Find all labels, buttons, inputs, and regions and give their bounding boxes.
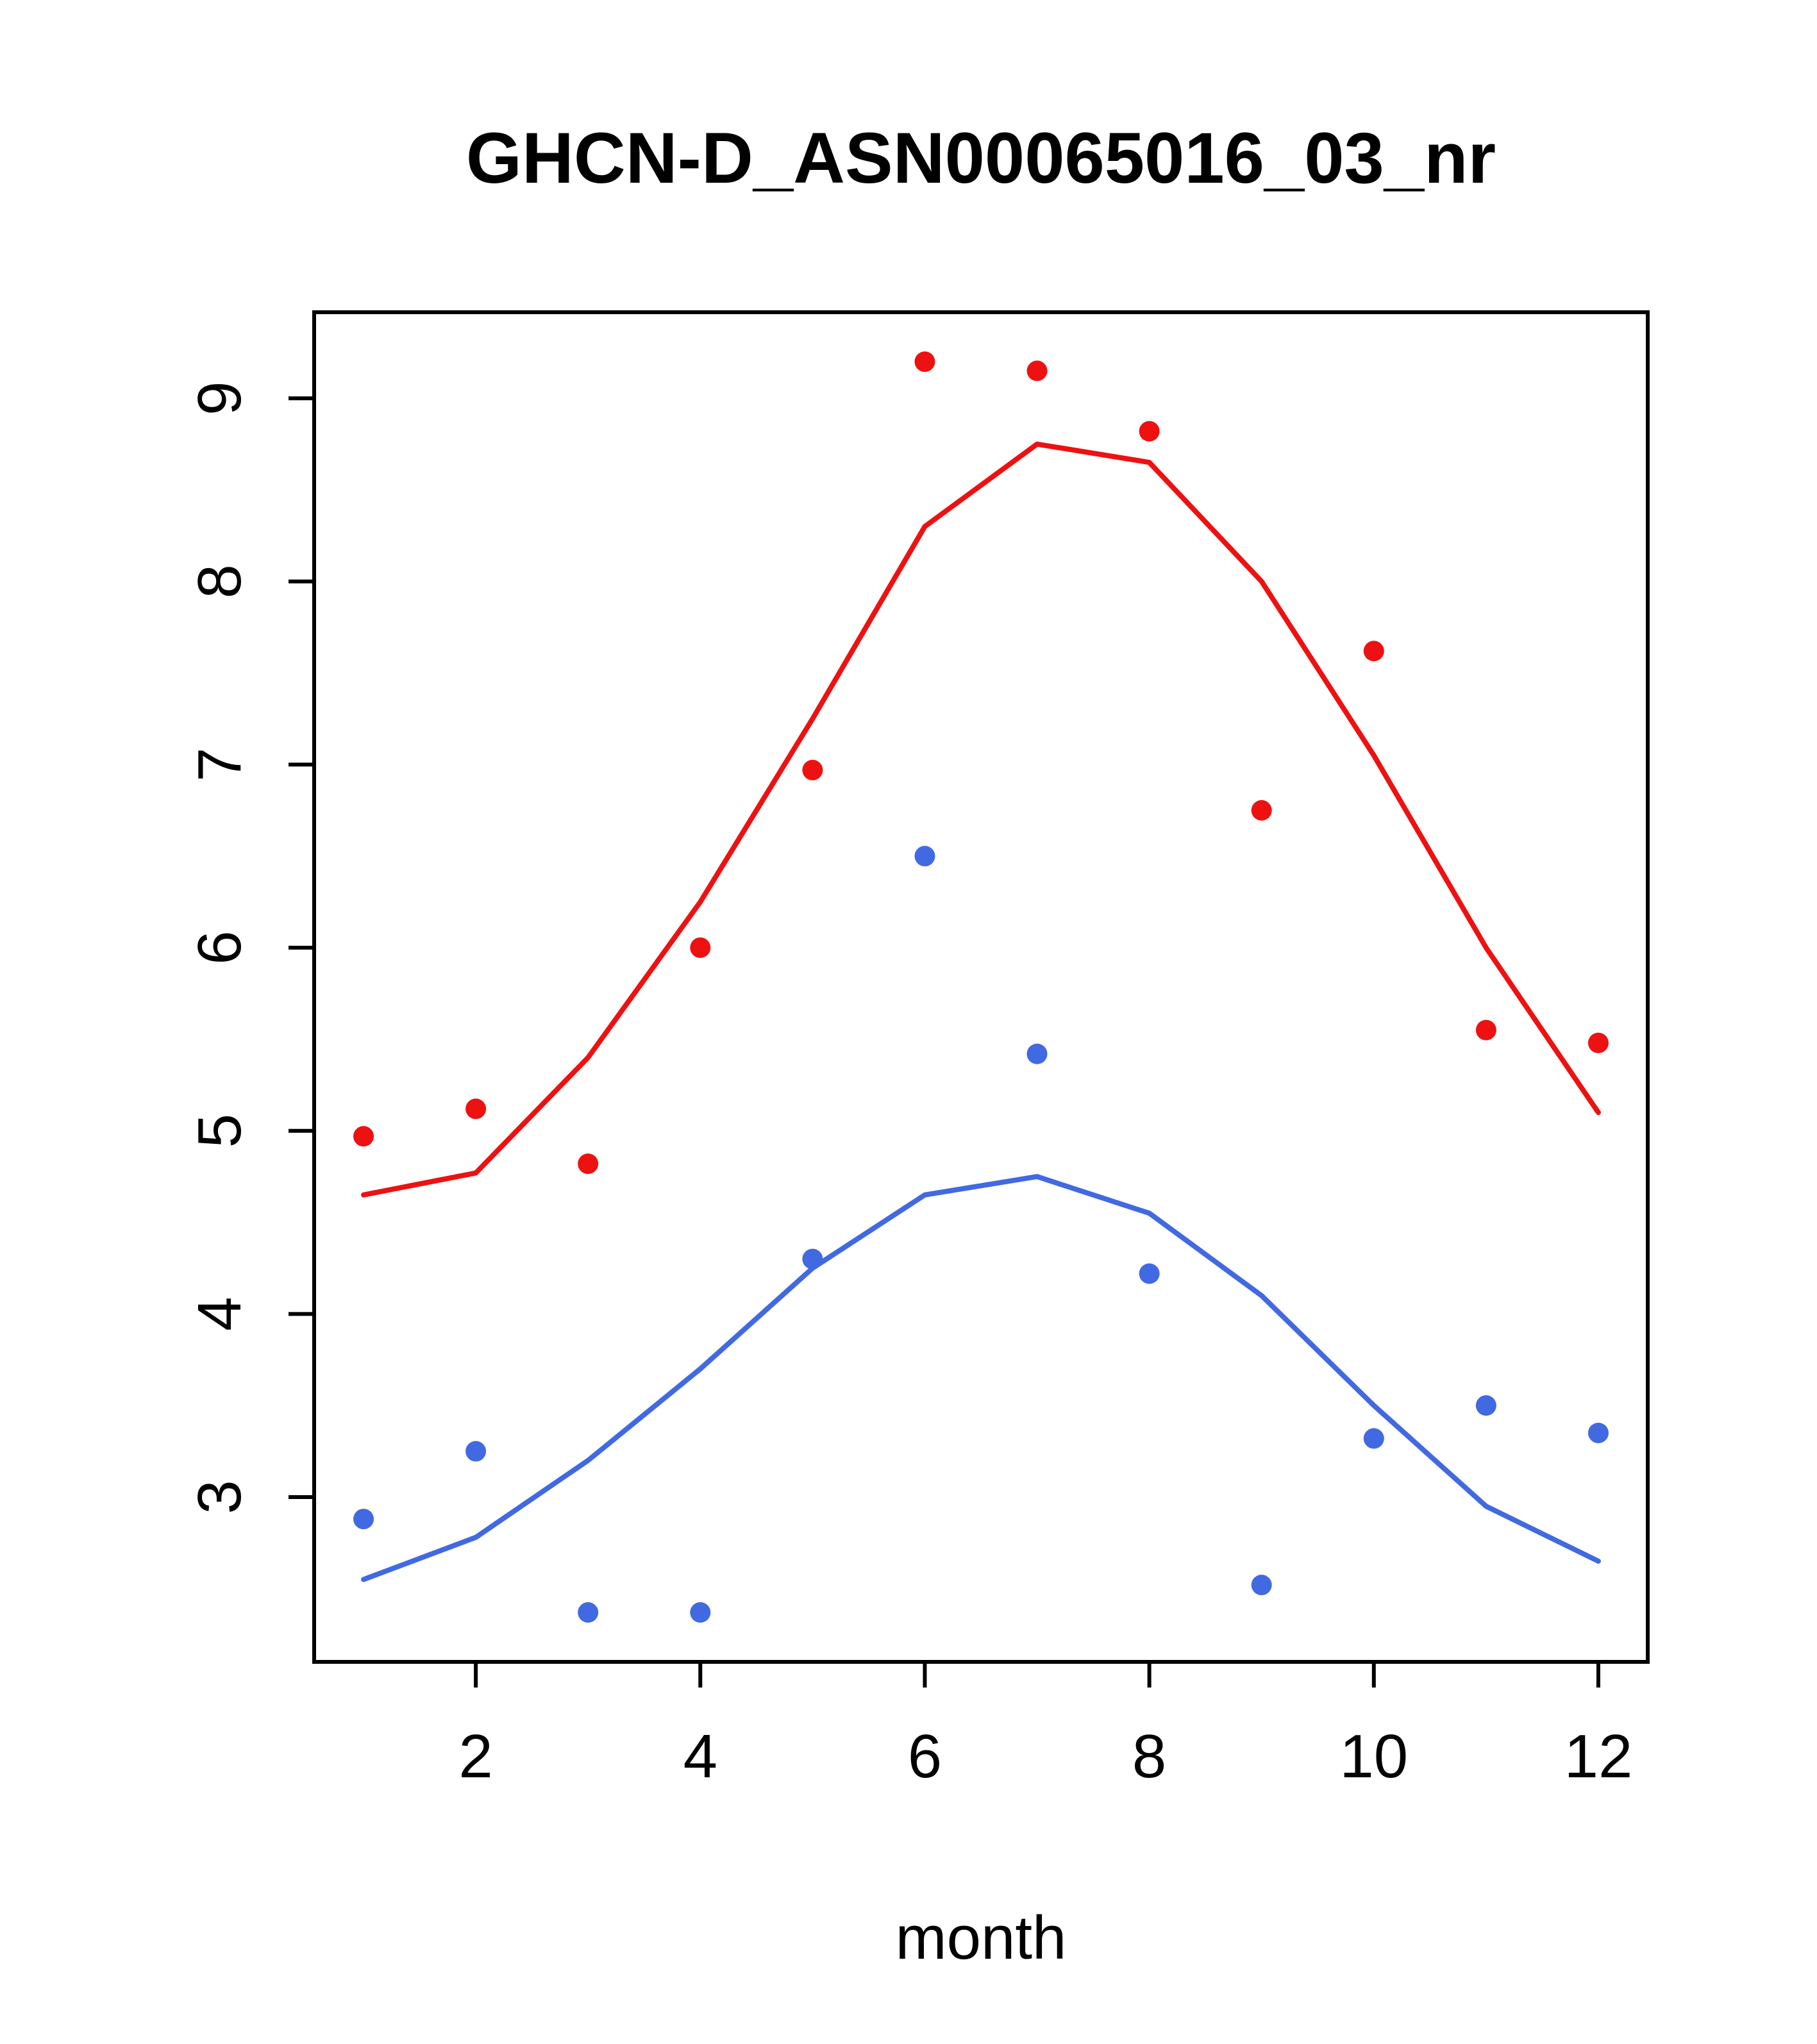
lower-points-marker bbox=[802, 1248, 823, 1269]
upper-points-marker bbox=[1139, 421, 1160, 442]
plot-box bbox=[312, 310, 1650, 1664]
lower-points-marker bbox=[465, 1441, 487, 1462]
lower-smooth-line bbox=[361, 1174, 1601, 1582]
x-tick-label: 6 bbox=[908, 1722, 942, 1791]
upper-points-marker bbox=[914, 351, 935, 373]
x-tick-label: 4 bbox=[683, 1722, 717, 1791]
x-tick-label: 10 bbox=[1339, 1722, 1408, 1791]
x-axis-label: month bbox=[896, 1904, 1067, 1972]
y-tick-label: 7 bbox=[185, 748, 254, 782]
upper-points-marker bbox=[802, 760, 823, 781]
upper-points-marker bbox=[353, 1126, 374, 1147]
lower-points-marker bbox=[1139, 1263, 1160, 1284]
upper-points-marker bbox=[690, 937, 711, 959]
upper-smooth-line bbox=[361, 441, 1601, 1198]
upper-points-marker bbox=[1251, 800, 1272, 821]
y-tick-label: 8 bbox=[185, 564, 254, 598]
x-tick-label: 12 bbox=[1564, 1722, 1633, 1791]
plot-area: 2 4 6 8 10 12 3 4 5 6 7 8 9 bbox=[185, 310, 1650, 1791]
x-tick-label: 2 bbox=[458, 1722, 492, 1791]
upper-points-marker bbox=[1475, 1019, 1496, 1041]
y-tick-label: 6 bbox=[185, 930, 254, 964]
upper-points-marker bbox=[578, 1153, 599, 1175]
x-tick-label: 8 bbox=[1132, 1722, 1166, 1791]
lower-points-marker bbox=[914, 846, 935, 867]
y-tick-label: 9 bbox=[185, 381, 254, 415]
upper-points-marker bbox=[1363, 641, 1384, 662]
lower-points-marker bbox=[1251, 1575, 1272, 1596]
lower-points-marker bbox=[1026, 1043, 1048, 1064]
upper-points-marker bbox=[465, 1098, 487, 1119]
chart-title: GHCN-D_ASN00065016_03_nr bbox=[466, 118, 1496, 198]
y-tick-label: 4 bbox=[185, 1297, 254, 1331]
lower-points-marker bbox=[578, 1602, 599, 1623]
upper-points-marker bbox=[1587, 1032, 1609, 1053]
y-tick-label: 5 bbox=[185, 1114, 254, 1148]
lower-points-marker bbox=[690, 1602, 711, 1623]
lower-points-marker bbox=[1363, 1428, 1384, 1449]
lower-points-marker bbox=[353, 1509, 374, 1530]
lower-points-marker bbox=[1475, 1395, 1496, 1416]
y-tick-label: 3 bbox=[185, 1480, 254, 1514]
upper-points-marker bbox=[1026, 360, 1048, 381]
lower-points-marker bbox=[1587, 1422, 1609, 1443]
